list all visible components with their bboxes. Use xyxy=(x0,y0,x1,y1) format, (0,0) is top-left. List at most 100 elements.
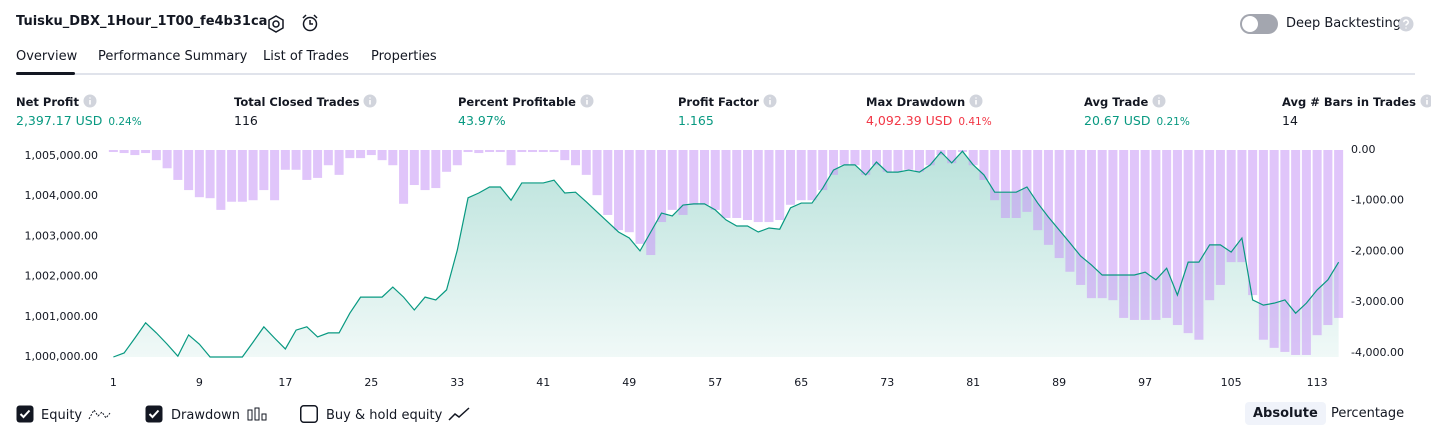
metric-value: 4,092.39 USD 0.41% xyxy=(866,113,992,128)
drawdown-bar xyxy=(1258,150,1268,340)
alert-icon[interactable] xyxy=(300,13,320,33)
drawdown-bar xyxy=(1043,150,1053,245)
drawdown-bar xyxy=(474,150,484,154)
metric-value-text: 2,397.17 USD xyxy=(16,113,103,128)
metric-value: 1.165 xyxy=(678,113,714,128)
info-icon[interactable] xyxy=(83,94,97,108)
metric-value-text: 14 xyxy=(1282,113,1298,128)
x-tick-label: 33 xyxy=(450,376,464,389)
x-tick-label: 65 xyxy=(794,376,808,389)
drawdown-bar xyxy=(871,150,881,166)
drawdown-bar xyxy=(646,150,656,256)
drawdown-bar xyxy=(302,150,312,180)
drawdown-bar xyxy=(764,150,774,223)
y-tick-label: 1,004,000.00 xyxy=(25,189,98,202)
drawdown-bar xyxy=(807,150,817,201)
legend-checkbox[interactable] xyxy=(145,405,163,423)
metric-value-text: 4,092.39 USD xyxy=(866,113,953,128)
drawdown-bar xyxy=(861,150,871,175)
y2-tick-label: -4,000.00 xyxy=(1351,346,1404,359)
tab[interactable]: List of Trades xyxy=(263,49,349,64)
drawdown-bar xyxy=(1076,150,1086,285)
help-icon[interactable] xyxy=(1398,16,1414,32)
drawdown-bar xyxy=(968,150,978,166)
legend-label[interactable]: Buy & hold equity xyxy=(326,406,472,423)
drawdown-bar xyxy=(914,150,924,172)
drawdown-bar xyxy=(1151,150,1161,320)
drawdown-bar xyxy=(839,150,849,166)
drawdown-bar xyxy=(850,150,860,166)
drawdown-bar xyxy=(979,150,989,180)
drawdown-bar xyxy=(334,150,344,175)
legend-label[interactable]: Equity xyxy=(41,406,112,423)
drawdown-bar xyxy=(205,150,215,199)
drawdown-bar xyxy=(1248,150,1258,296)
drawdown-bar xyxy=(1269,150,1279,348)
drawdown-bar xyxy=(1194,150,1204,340)
drawdown-bar xyxy=(162,150,172,169)
y-tick-label: 1,003,000.00 xyxy=(25,229,98,242)
deep-backtesting-toggle[interactable] xyxy=(1240,14,1278,34)
drawdown-bar xyxy=(796,150,806,201)
metric-value-text: 116 xyxy=(234,113,258,128)
x-tick-label: 57 xyxy=(708,376,722,389)
settings-icon[interactable] xyxy=(266,14,286,34)
drawdown-bar xyxy=(141,150,151,154)
drawdown-bar xyxy=(1119,150,1129,318)
active-tab-underline xyxy=(16,72,75,75)
y2-tick-label: 0.00 xyxy=(1351,143,1376,156)
legend-label[interactable]: Drawdown xyxy=(171,406,270,423)
info-icon[interactable] xyxy=(363,94,377,108)
x-tick-label: 81 xyxy=(966,376,980,389)
drawdown-bar xyxy=(1172,150,1182,326)
drawdown-bar xyxy=(603,150,613,215)
info-icon[interactable] xyxy=(969,94,983,108)
drawdown-bar xyxy=(237,150,247,202)
info-icon[interactable] xyxy=(1420,94,1431,108)
tab[interactable]: Performance Summary xyxy=(98,49,248,64)
x-tick-label: 97 xyxy=(1138,376,1152,389)
drawdown-bar xyxy=(1097,150,1107,299)
chart: 1,000,000.00 1,001,000.00 1,002,000.00 1,00… xyxy=(25,143,1404,389)
info-icon[interactable] xyxy=(580,94,594,108)
equity-line xyxy=(113,150,1340,358)
drawdown-bar xyxy=(581,150,591,175)
y-tick-label: 1,005,000.00 xyxy=(25,149,98,162)
drawdown-bar xyxy=(452,150,462,166)
metric-value-text: 1.165 xyxy=(678,113,714,128)
drawdown-bar xyxy=(184,150,194,191)
drawdown-bar xyxy=(592,150,602,196)
toggle-label: Deep Backtesting xyxy=(1286,16,1402,31)
drawdown-bar xyxy=(1312,150,1322,336)
drawdown-bar xyxy=(624,150,634,233)
drawdown-bar xyxy=(1140,150,1150,320)
scale-button[interactable]: Absolute xyxy=(1245,402,1326,425)
metric-value: 2,397.17 USD 0.24% xyxy=(16,113,142,128)
drawdown-bar xyxy=(1054,150,1064,259)
metric-value-text: 20.67 USD xyxy=(1084,113,1151,128)
legend-checkbox[interactable] xyxy=(300,405,318,423)
y2-tick-label: -2,000.00 xyxy=(1351,244,1404,257)
drawdown-bar xyxy=(130,150,140,156)
metric-label: Percent Profitable xyxy=(458,94,594,109)
legend-icon xyxy=(88,409,111,420)
metric-value: 116 xyxy=(234,113,258,128)
drawdown-bar xyxy=(388,150,398,166)
tab[interactable]: Properties xyxy=(371,49,437,64)
tab[interactable]: Overview xyxy=(16,49,78,64)
drawdown-bar xyxy=(1000,150,1010,218)
info-icon[interactable] xyxy=(763,94,777,108)
legend-checkbox[interactable] xyxy=(16,405,34,423)
scale-button[interactable]: Percentage xyxy=(1331,406,1405,421)
x-tick-label: 17 xyxy=(278,376,292,389)
drawdown-bar xyxy=(560,150,570,161)
info-icon[interactable] xyxy=(1152,94,1166,108)
drawdown-bar xyxy=(882,150,892,172)
drawdown-bar xyxy=(1011,150,1021,218)
drawdown-bar xyxy=(495,150,505,153)
drawdown-bar xyxy=(506,150,516,166)
x-tick-label: 105 xyxy=(1221,376,1242,389)
drawdown-bar xyxy=(1129,150,1139,320)
drawdown-bar xyxy=(1301,150,1311,355)
